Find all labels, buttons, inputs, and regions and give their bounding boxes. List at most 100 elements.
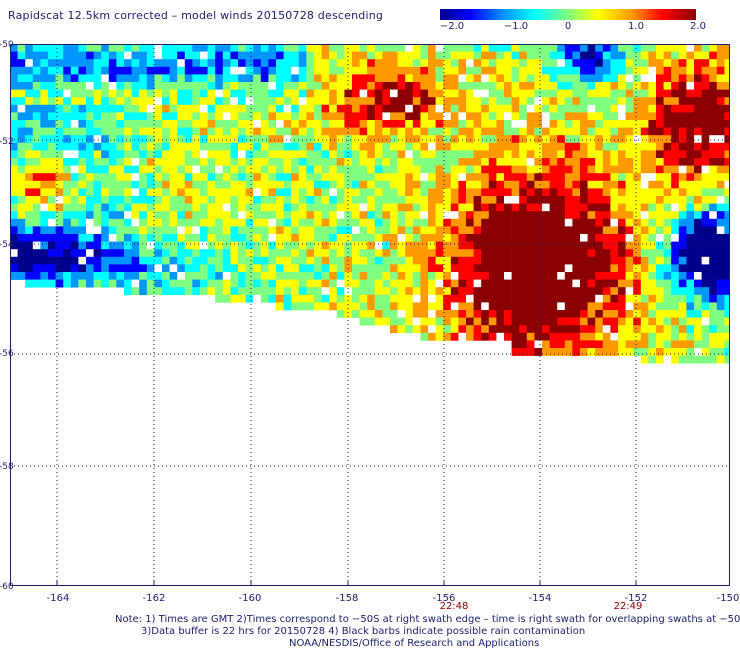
wind-cell [116, 279, 125, 288]
swath-time-1: 22:48 [439, 601, 469, 612]
wind-cell [602, 74, 611, 83]
wind-cell [184, 82, 193, 90]
wind-cell [542, 294, 550, 303]
wind-cell [329, 112, 338, 121]
wind-cell [716, 287, 725, 296]
wind-cell [435, 211, 444, 220]
wind-cell [481, 211, 490, 220]
wind-cell [443, 135, 452, 144]
colorbar-label-zero: 0 [564, 21, 572, 32]
wind-cell [17, 127, 26, 136]
wind-cell [306, 66, 315, 75]
wind-cell [200, 51, 208, 60]
wind-cell [169, 158, 178, 166]
wind-cell [519, 165, 528, 174]
wind-cell [686, 158, 695, 166]
wind-cell [694, 196, 702, 204]
wind-cell [420, 196, 429, 204]
wind-cell [245, 44, 254, 52]
wind-cell [306, 135, 315, 144]
wind-cell [496, 272, 505, 280]
wind-cell [526, 82, 535, 90]
wind-cell [420, 188, 429, 197]
wind-cell [397, 325, 406, 334]
wind-cell [648, 264, 657, 273]
wind-cell [70, 264, 79, 273]
wind-cell [238, 196, 246, 204]
wind-cell [511, 188, 520, 197]
wind-cell [405, 203, 414, 212]
wind-cell [481, 51, 490, 60]
wind-cell [564, 127, 573, 136]
wind-cell [694, 82, 702, 90]
wind-cell [549, 264, 558, 273]
wind-cell [412, 127, 421, 136]
wind-cell [192, 150, 201, 159]
wind-cell [222, 180, 231, 189]
wind-cell [260, 112, 269, 121]
wind-cell [306, 203, 315, 212]
wind-cell [610, 59, 619, 68]
wind-cell [124, 51, 132, 60]
wind-cell [200, 158, 208, 166]
wind-cell [701, 74, 710, 83]
wind-cell [428, 302, 436, 311]
wind-cell [359, 89, 368, 98]
wind-cell [671, 332, 680, 341]
wind-cell [298, 241, 307, 250]
wind-cell [298, 104, 307, 113]
wind-cell [146, 142, 155, 151]
wind-cell [633, 279, 642, 288]
map-plot-area [10, 44, 733, 586]
wind-cell [306, 302, 315, 311]
wind-cell [352, 302, 360, 311]
wind-cell [382, 44, 391, 52]
wind-cell [397, 97, 406, 106]
wind-cell [108, 97, 117, 106]
wind-cell [564, 272, 573, 280]
wind-cell [397, 188, 406, 197]
wind-cell [108, 66, 117, 75]
wind-cell [207, 256, 216, 265]
wind-cell [390, 142, 398, 151]
wind-cell [496, 82, 505, 90]
wind-cell [40, 97, 49, 106]
wind-cell [435, 135, 444, 144]
wind-cell [435, 332, 444, 341]
wind-cell [724, 249, 733, 258]
wind-cell [298, 287, 307, 296]
wind-cell [116, 211, 125, 220]
wind-cell [618, 203, 626, 212]
wind-cell [230, 44, 239, 52]
wind-cell [17, 165, 26, 174]
wind-cell [564, 158, 573, 166]
wind-cell [382, 241, 391, 250]
wind-cell [359, 158, 368, 166]
wind-cell [154, 241, 163, 250]
wind-cell [116, 150, 125, 159]
wind-cell [192, 272, 201, 280]
wind-cell [146, 112, 155, 121]
wind-cell [169, 82, 178, 90]
wind-cell [336, 135, 345, 144]
wind-cell [374, 203, 383, 212]
wind-cell [473, 104, 482, 113]
wind-cell [336, 120, 345, 128]
wind-cell [101, 272, 110, 280]
wind-cell [283, 150, 292, 159]
wind-cell [709, 332, 718, 341]
wind-cell [336, 173, 345, 182]
wind-cell [557, 294, 566, 303]
wind-cell [298, 188, 307, 197]
wind-cell [587, 234, 596, 242]
wind-cell [526, 294, 535, 303]
wind-cell [283, 51, 292, 60]
wind-cell [428, 180, 436, 189]
wind-cell [488, 203, 497, 212]
wind-cell [207, 120, 216, 128]
wind-cell [519, 142, 528, 151]
wind-cell [458, 66, 467, 75]
wind-cell [694, 264, 702, 273]
wind-cell [93, 158, 102, 166]
wind-cell [298, 89, 307, 98]
